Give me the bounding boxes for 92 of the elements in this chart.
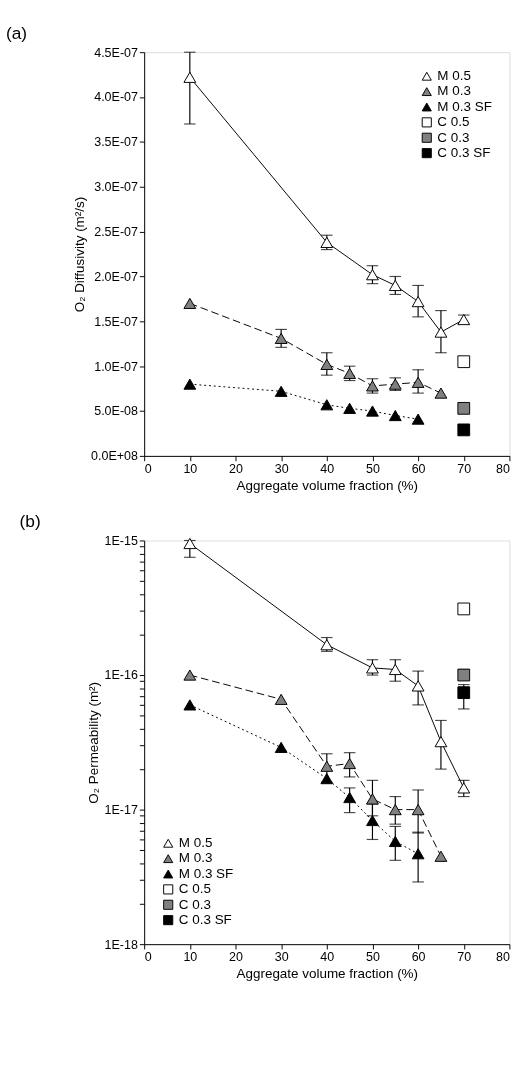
point xyxy=(343,402,356,414)
point xyxy=(457,686,471,700)
x-tick-label: 20 xyxy=(229,461,243,476)
point xyxy=(388,663,402,676)
legend-label: C 0.3 xyxy=(437,129,470,145)
point xyxy=(434,387,448,399)
y-tick-label: 3.5E-07 xyxy=(94,135,138,150)
y-tick-label: 1.0E-07 xyxy=(94,359,138,374)
legend-label: C 0.3 SF xyxy=(437,144,491,160)
x-tick-label: 30 xyxy=(274,461,289,476)
x-axis-title: Aggregate volume fraction (%) xyxy=(236,966,419,982)
point xyxy=(320,358,334,370)
point xyxy=(320,773,334,785)
point xyxy=(274,332,288,344)
point xyxy=(183,297,197,309)
point xyxy=(457,355,471,369)
x-tick-label: 80 xyxy=(496,950,510,964)
point xyxy=(388,804,402,816)
point xyxy=(457,668,471,682)
y-tick-label: 4.0E-07 xyxy=(94,90,138,105)
legend-label: C 0.5 xyxy=(437,114,470,130)
point xyxy=(434,326,448,338)
point xyxy=(343,757,356,770)
point xyxy=(366,405,379,417)
point xyxy=(388,835,402,848)
y-tick-label: 4.5E-07 xyxy=(94,45,138,60)
x-tick-label: 0 xyxy=(144,461,152,476)
point xyxy=(411,804,425,816)
x-axis-title: Aggregate volume fraction (%) xyxy=(236,478,419,494)
point xyxy=(411,848,425,860)
x-tick-label: 70 xyxy=(457,461,472,476)
point xyxy=(183,537,197,550)
y-tick-label: 3.0E-07 xyxy=(94,180,138,195)
point xyxy=(457,401,471,415)
point xyxy=(388,409,402,422)
point xyxy=(366,269,379,281)
point xyxy=(183,378,197,390)
legend-label: M 0.5 xyxy=(178,835,213,851)
x-tick-label: 40 xyxy=(320,950,335,964)
point xyxy=(183,669,197,681)
point xyxy=(411,296,425,308)
y-tick-label: 5.0E-08 xyxy=(94,404,138,419)
point xyxy=(457,602,471,616)
y-tick-label: 1E-17 xyxy=(104,802,138,817)
x-tick-label: 50 xyxy=(365,950,380,964)
y-tick-label: 2.0E-07 xyxy=(94,269,138,284)
x-tick-label: 80 xyxy=(496,461,510,476)
x-tick-label: 50 xyxy=(365,461,380,476)
y-axis-title: O₂ Permeability (m²) xyxy=(85,681,101,804)
point xyxy=(434,850,448,862)
legend-label: C 0.5 xyxy=(178,881,211,897)
y-tick-label: 1E-18 xyxy=(104,937,138,952)
x-tick-label: 20 xyxy=(229,950,243,964)
legend-label: M 0.3 SF xyxy=(178,865,234,881)
chart-title: (b) xyxy=(19,511,41,532)
y-tick-label: 1E-16 xyxy=(104,668,138,683)
point xyxy=(411,680,425,692)
x-tick-label: 0 xyxy=(144,950,152,964)
legend-label: C 0.3 xyxy=(178,896,211,912)
legend-label: C 0.3 SF xyxy=(178,912,232,927)
x-tick-label: 40 xyxy=(320,461,335,476)
point xyxy=(320,760,334,772)
legend-label: M 0.5 xyxy=(437,68,471,84)
x-tick-label: 60 xyxy=(411,461,426,476)
point xyxy=(388,279,402,292)
point xyxy=(434,736,448,748)
y-tick-label: 1.5E-07 xyxy=(94,314,138,329)
x-tick-label: 30 xyxy=(274,950,289,964)
point xyxy=(411,376,425,388)
y-tick-label: 2.5E-07 xyxy=(94,224,138,239)
x-tick-label: 10 xyxy=(183,950,198,964)
y-tick-label: 1E-15 xyxy=(104,533,138,548)
x-tick-label: 70 xyxy=(457,950,472,964)
y-axis-title: O₂ Diffusivity (m²/s) xyxy=(72,196,88,313)
point xyxy=(274,693,288,705)
point xyxy=(411,413,425,425)
point xyxy=(274,741,288,753)
point xyxy=(457,782,471,794)
chart-title: (a) xyxy=(5,22,28,43)
point xyxy=(183,699,197,711)
point xyxy=(457,423,471,437)
legend-label: M 0.3 xyxy=(437,83,471,99)
y-tick-label: 0.0E+08 xyxy=(91,449,138,464)
point xyxy=(343,791,356,804)
legend-label: M 0.3 xyxy=(178,850,213,866)
point xyxy=(366,793,379,805)
point xyxy=(320,399,334,411)
point xyxy=(183,71,197,83)
x-tick-label: 60 xyxy=(411,950,426,964)
point xyxy=(274,385,288,397)
legend-label: M 0.3 SF xyxy=(437,98,492,114)
x-tick-label: 10 xyxy=(183,461,198,476)
